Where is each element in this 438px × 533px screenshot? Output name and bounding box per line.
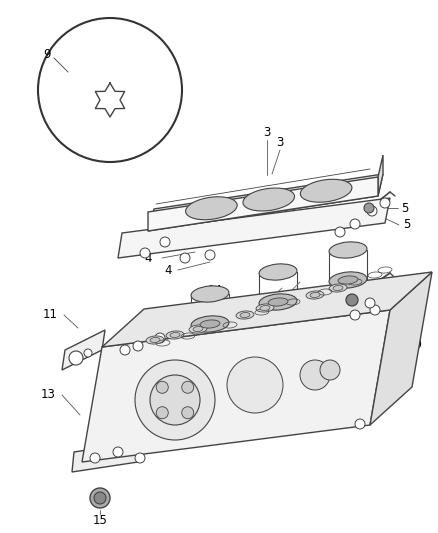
Polygon shape (72, 442, 140, 472)
Circle shape (133, 341, 143, 351)
Text: 4: 4 (144, 252, 152, 264)
Text: 4: 4 (164, 263, 172, 277)
Circle shape (370, 305, 380, 315)
Ellipse shape (146, 336, 164, 344)
Polygon shape (102, 272, 432, 347)
Text: 5: 5 (403, 219, 411, 231)
Polygon shape (148, 177, 378, 231)
Text: 3: 3 (276, 136, 284, 149)
Circle shape (156, 407, 168, 419)
Circle shape (90, 453, 100, 463)
Polygon shape (148, 174, 383, 231)
Ellipse shape (300, 179, 352, 202)
Circle shape (205, 250, 215, 260)
Circle shape (135, 453, 145, 463)
Text: 13: 13 (41, 389, 56, 401)
Text: 11: 11 (42, 309, 57, 321)
Circle shape (365, 298, 375, 308)
Circle shape (350, 219, 360, 229)
Ellipse shape (329, 242, 367, 258)
Circle shape (182, 381, 194, 393)
Ellipse shape (150, 337, 160, 343)
Circle shape (94, 492, 106, 504)
Circle shape (355, 419, 365, 429)
Ellipse shape (236, 311, 254, 319)
Circle shape (182, 407, 194, 419)
Circle shape (156, 381, 168, 393)
Circle shape (227, 357, 283, 413)
Circle shape (320, 360, 340, 380)
Text: 12: 12 (400, 276, 416, 288)
Circle shape (140, 248, 150, 258)
Circle shape (364, 203, 374, 213)
Circle shape (90, 488, 110, 508)
Polygon shape (378, 155, 383, 196)
Circle shape (160, 237, 170, 247)
Ellipse shape (329, 284, 347, 292)
Ellipse shape (243, 188, 294, 211)
Ellipse shape (310, 293, 320, 297)
Circle shape (335, 227, 345, 237)
Circle shape (155, 333, 165, 343)
Text: 15: 15 (92, 513, 107, 527)
Text: 14: 14 (208, 284, 223, 296)
Ellipse shape (193, 327, 203, 332)
Ellipse shape (338, 276, 358, 284)
Ellipse shape (170, 333, 180, 337)
Circle shape (38, 18, 182, 162)
Ellipse shape (259, 294, 297, 310)
Circle shape (367, 206, 377, 216)
Text: 12: 12 (400, 288, 416, 302)
Polygon shape (82, 310, 390, 462)
Polygon shape (62, 330, 105, 370)
Circle shape (300, 360, 330, 390)
Ellipse shape (268, 298, 288, 306)
Ellipse shape (333, 286, 343, 290)
Polygon shape (118, 198, 390, 258)
Ellipse shape (329, 272, 367, 288)
Circle shape (350, 310, 360, 320)
Ellipse shape (166, 331, 184, 339)
Circle shape (380, 198, 390, 208)
Circle shape (113, 447, 123, 457)
Ellipse shape (200, 320, 220, 328)
Circle shape (69, 351, 83, 365)
Circle shape (180, 253, 190, 263)
Circle shape (84, 349, 92, 357)
Ellipse shape (191, 316, 229, 332)
Text: 10: 10 (408, 338, 422, 351)
Ellipse shape (306, 291, 324, 299)
Ellipse shape (189, 325, 207, 333)
Ellipse shape (186, 197, 237, 220)
Ellipse shape (256, 304, 274, 312)
Text: 3: 3 (263, 126, 271, 140)
Circle shape (135, 360, 215, 440)
Circle shape (150, 375, 200, 425)
Text: 5: 5 (401, 201, 409, 214)
Ellipse shape (259, 264, 297, 280)
Polygon shape (370, 272, 432, 425)
Circle shape (346, 294, 358, 306)
Ellipse shape (191, 286, 229, 302)
Circle shape (120, 345, 130, 355)
Text: 9: 9 (43, 49, 51, 61)
Ellipse shape (240, 312, 250, 318)
Ellipse shape (260, 305, 270, 311)
